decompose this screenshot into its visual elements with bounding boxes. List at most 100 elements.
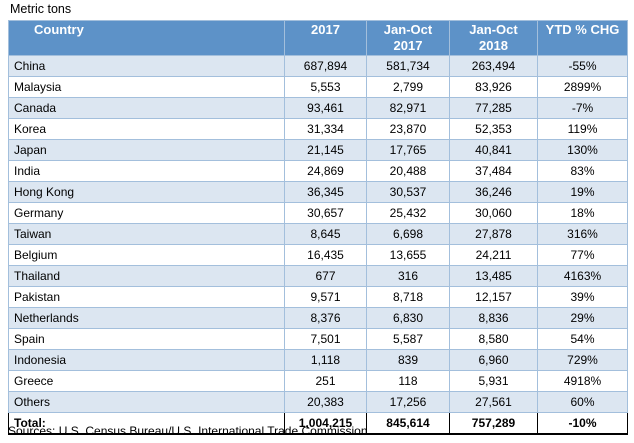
country-cell: Hong Kong bbox=[8, 181, 285, 203]
value-cell-2017: 687,894 bbox=[284, 55, 367, 77]
header-label: Jan-Oct bbox=[469, 22, 518, 37]
metric-tons-table: Country 2017 Jan-Oct 2017 Jan-Oct 2018 YTD % C… bbox=[8, 20, 628, 435]
value-cell-2017: 7,501 bbox=[284, 328, 367, 350]
value-cell-jan-oct-2017: 30,537 bbox=[366, 181, 450, 203]
value-cell-jan-oct-2017: 82,971 bbox=[366, 97, 450, 119]
value-cell-jan-oct-2018: 40,841 bbox=[449, 139, 538, 161]
country-cell: Malaysia bbox=[8, 76, 285, 98]
table-row-netherlands: Netherlands 8,376 6,830 8,836 29% bbox=[8, 307, 628, 329]
value-cell-ytd-chg: 4163% bbox=[537, 265, 628, 287]
header-label: 2017 bbox=[393, 38, 423, 53]
value-cell-jan-oct-2018: 30,060 bbox=[449, 202, 538, 224]
value-cell-2017: 24,869 bbox=[284, 160, 367, 182]
value-cell-2017: 30,657 bbox=[284, 202, 367, 224]
value-cell-jan-oct-2017: 23,870 bbox=[366, 118, 450, 140]
value-cell-ytd-chg: 83% bbox=[537, 160, 628, 182]
value-cell-jan-oct-2018: 6,960 bbox=[449, 349, 538, 371]
col-header-jan-oct-2018: Jan-Oct 2018 bbox=[449, 20, 538, 56]
value-cell-ytd-chg: 729% bbox=[537, 349, 628, 371]
value-cell-2017: 9,571 bbox=[284, 286, 367, 308]
value-cell-jan-oct-2017: 13,655 bbox=[366, 244, 450, 266]
value-cell-jan-oct-2017: 581,734 bbox=[366, 55, 450, 77]
value-cell-jan-oct-2018: 13,485 bbox=[449, 265, 538, 287]
header-label: 2017 bbox=[311, 22, 340, 37]
value-cell-jan-oct-2018: 37,484 bbox=[449, 160, 538, 182]
value-cell-2017: 20,383 bbox=[284, 391, 367, 413]
value-cell-ytd-chg: 29% bbox=[537, 307, 628, 329]
value-cell-ytd-chg: 54% bbox=[537, 328, 628, 350]
value-cell-2017: 677 bbox=[284, 265, 367, 287]
value-cell-ytd-chg: 316% bbox=[537, 223, 628, 245]
value-cell-jan-oct-2017: 17,765 bbox=[366, 139, 450, 161]
country-cell: Spain bbox=[8, 328, 285, 350]
country-cell: Taiwan bbox=[8, 223, 285, 245]
value-cell-2017: 1,118 bbox=[284, 349, 367, 371]
value-cell-ytd-chg: 60% bbox=[537, 391, 628, 413]
col-header-jan-oct-2017: Jan-Oct 2017 bbox=[366, 20, 450, 56]
value-cell-2017: 16,435 bbox=[284, 244, 367, 266]
table-title: Metric tons bbox=[10, 2, 72, 16]
value-cell-jan-oct-2017: 25,432 bbox=[366, 202, 450, 224]
country-cell: Netherlands bbox=[8, 307, 285, 329]
country-cell: Greece bbox=[8, 370, 285, 392]
table-header: Country 2017 Jan-Oct 2017 Jan-Oct 2018 YTD % C… bbox=[8, 20, 628, 56]
value-cell-ytd-chg: -55% bbox=[537, 55, 628, 77]
country-cell: Germany bbox=[8, 202, 285, 224]
value-cell-2017: 93,461 bbox=[284, 97, 367, 119]
country-cell: Korea bbox=[8, 118, 285, 140]
value-cell-jan-oct-2017: 8,718 bbox=[366, 286, 450, 308]
country-cell: Pakistan bbox=[8, 286, 285, 308]
country-cell: Canada bbox=[8, 97, 285, 119]
value-cell-ytd-chg: 119% bbox=[537, 118, 628, 140]
col-header-ytd-chg: YTD % CHG bbox=[537, 20, 628, 56]
country-cell: India bbox=[8, 160, 285, 182]
country-cell: Belgium bbox=[8, 244, 285, 266]
value-cell-jan-oct-2017: 2,799 bbox=[366, 76, 450, 98]
total-value-cell-ytd-chg: -10% bbox=[537, 412, 628, 435]
table-row-others: Others 20,383 17,256 27,561 60% bbox=[8, 391, 628, 413]
value-cell-jan-oct-2018: 52,353 bbox=[449, 118, 538, 140]
source-note: Sources: U.S. Census Bureau/U.S. Interna… bbox=[8, 424, 368, 438]
value-cell-jan-oct-2017: 316 bbox=[366, 265, 450, 287]
value-cell-ytd-chg: 19% bbox=[537, 181, 628, 203]
table-body: China 687,894 581,734 263,494 -55% Malaysia 5,… bbox=[8, 55, 628, 435]
value-cell-jan-oct-2018: 83,926 bbox=[449, 76, 538, 98]
value-cell-2017: 251 bbox=[284, 370, 367, 392]
total-label-cell: Total: bbox=[8, 412, 285, 435]
header-label: YTD % CHG bbox=[545, 22, 620, 37]
table-row-germany: Germany 30,657 25,432 30,060 18% bbox=[8, 202, 628, 224]
country-cell: Others bbox=[8, 391, 285, 413]
total-value-cell-jan-oct-2017: 845,614 bbox=[366, 412, 450, 435]
value-cell-jan-oct-2017: 839 bbox=[366, 349, 450, 371]
table-row-total: Total: 1,004,215 845,614 757,289 -10% bbox=[8, 412, 628, 435]
value-cell-jan-oct-2018: 24,211 bbox=[449, 244, 538, 266]
table-row-japan: Japan 21,145 17,765 40,841 130% bbox=[8, 139, 628, 161]
table-row-china: China 687,894 581,734 263,494 -55% bbox=[8, 55, 628, 77]
table-row-hong-kong: Hong Kong 36,345 30,537 36,246 19% bbox=[8, 181, 628, 203]
table-row-thailand: Thailand 677 316 13,485 4163% bbox=[8, 265, 628, 287]
header-row: Country 2017 Jan-Oct 2017 Jan-Oct 2018 YTD % C… bbox=[8, 20, 628, 56]
value-cell-jan-oct-2018: 5,931 bbox=[449, 370, 538, 392]
value-cell-ytd-chg: 4918% bbox=[537, 370, 628, 392]
table-row-taiwan: Taiwan 8,645 6,698 27,878 316% bbox=[8, 223, 628, 245]
value-cell-jan-oct-2017: 118 bbox=[366, 370, 450, 392]
header-label: 2018 bbox=[479, 38, 508, 53]
table-row-belgium: Belgium 16,435 13,655 24,211 77% bbox=[8, 244, 628, 266]
value-cell-jan-oct-2018: 77,285 bbox=[449, 97, 538, 119]
value-cell-jan-oct-2017: 6,698 bbox=[366, 223, 450, 245]
value-cell-2017: 5,553 bbox=[284, 76, 367, 98]
value-cell-2017: 8,645 bbox=[284, 223, 367, 245]
table-row-greece: Greece 251 118 5,931 4918% bbox=[8, 370, 628, 392]
table-row-malaysia: Malaysia 5,553 2,799 83,926 2899% bbox=[8, 76, 628, 98]
table-row-spain: Spain 7,501 5,587 8,580 54% bbox=[8, 328, 628, 350]
value-cell-jan-oct-2017: 6,830 bbox=[366, 307, 450, 329]
table-row-pakistan: Pakistan 9,571 8,718 12,157 39% bbox=[8, 286, 628, 308]
value-cell-ytd-chg: 130% bbox=[537, 139, 628, 161]
value-cell-jan-oct-2018: 8,836 bbox=[449, 307, 538, 329]
value-cell-2017: 36,345 bbox=[284, 181, 367, 203]
value-cell-jan-oct-2018: 8,580 bbox=[449, 328, 538, 350]
value-cell-jan-oct-2018: 36,246 bbox=[449, 181, 538, 203]
total-value-cell-jan-oct-2018: 757,289 bbox=[449, 412, 538, 435]
col-header-2017: 2017 bbox=[284, 20, 367, 56]
